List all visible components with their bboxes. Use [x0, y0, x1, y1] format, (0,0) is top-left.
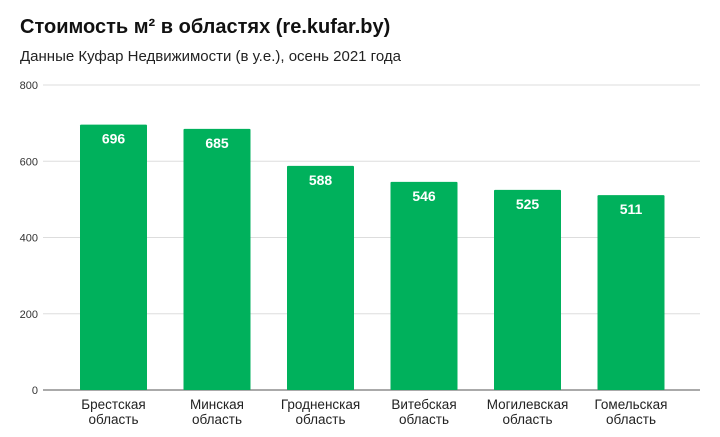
x-tick-label: Могилевская область: [487, 397, 569, 427]
x-tick-label: Брестская область: [81, 397, 145, 427]
bar: [494, 189, 561, 390]
data-label: 525: [516, 196, 540, 212]
data-label: 546: [412, 188, 436, 204]
data-label: 696: [102, 131, 126, 147]
data-label: 511: [620, 201, 643, 217]
bar: [597, 195, 665, 390]
bar: [183, 128, 251, 390]
x-tick-label: Гомельская область: [595, 397, 668, 427]
bar: [80, 124, 147, 391]
x-tick-label: Витебская область: [391, 397, 456, 427]
y-tick-label: 0: [32, 385, 38, 397]
chart-subtitle: Данные Куфар Недвижимости (в у.е.), осен…: [20, 48, 401, 65]
data-label: 588: [309, 172, 333, 188]
chart-title: Стоимость м² в областях (re.kufar.by): [20, 16, 391, 38]
bar: [390, 181, 458, 390]
bar: [287, 165, 354, 390]
x-tick-label: Гродненская область: [281, 397, 360, 427]
y-tick-label: 600: [20, 156, 38, 168]
y-tick-label: 400: [20, 233, 38, 245]
y-tick-label: 800: [20, 80, 38, 92]
x-tick-label: Минская область: [190, 397, 244, 427]
y-tick-label: 200: [20, 309, 38, 321]
data-label: 685: [205, 135, 229, 151]
